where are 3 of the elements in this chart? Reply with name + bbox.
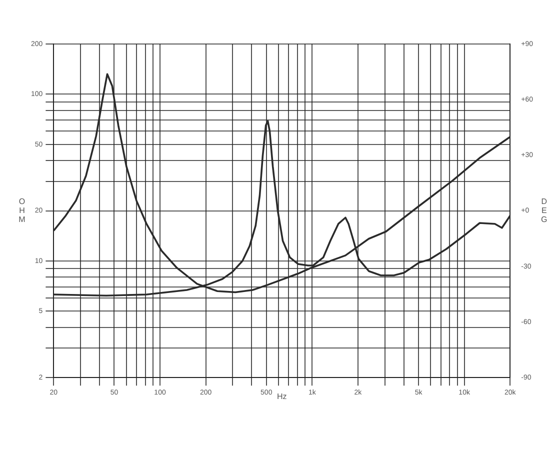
x-axis-title: Hz — [277, 392, 287, 401]
y-axis-title: OHM — [18, 196, 26, 224]
y2-axis-title: DEG — [540, 196, 548, 224]
